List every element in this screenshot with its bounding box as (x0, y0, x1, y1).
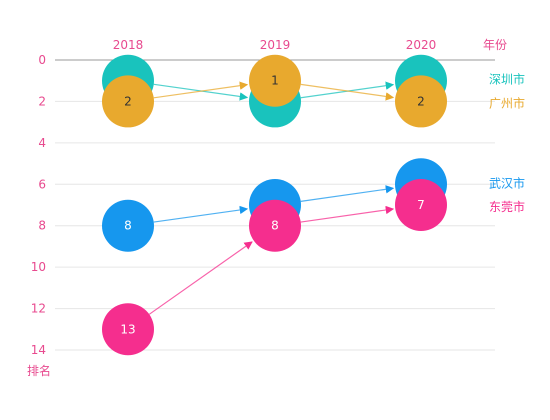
rank-point[interactable] (395, 75, 447, 128)
rank-point[interactable] (395, 179, 447, 231)
rank-point-label: 2 (124, 94, 132, 108)
rank-point-label: 7 (417, 198, 425, 212)
rank-point[interactable] (102, 303, 154, 356)
series-name-label: 深圳市 (489, 72, 525, 87)
series-connector-arrow (153, 205, 249, 223)
y-tick-label: 12 (31, 302, 46, 316)
series-points: 1212128761387 (102, 54, 447, 356)
rank-point-label: 13 (120, 322, 135, 336)
y-tick-label: 14 (31, 343, 46, 357)
series-connector-arrow (300, 83, 395, 101)
x-axis-title: 年份 (483, 38, 507, 52)
series-name-label: 东莞市 (489, 199, 525, 214)
y-tick-label: 2 (38, 94, 46, 108)
rank-point-label: 8 (124, 219, 132, 233)
y-axis-title: 排名 (27, 363, 51, 378)
rank-point-label: 8 (271, 219, 279, 233)
y-tick-label: 4 (38, 136, 46, 150)
series-connector-arrow (300, 205, 395, 223)
series-connector-arrow (300, 185, 395, 202)
series-name-label: 武汉市 (489, 175, 525, 190)
y-axis-ticks: 0 2 4 6 8 10 12 14 (31, 53, 46, 357)
y-tick-label: 10 (31, 260, 46, 274)
rank-point[interactable] (249, 54, 301, 107)
rank-point[interactable] (249, 199, 301, 252)
y-tick-label: 6 (38, 177, 46, 191)
x-tick-label: 2018 (113, 38, 144, 52)
series-connector-arrow (153, 81, 249, 99)
rank-point-label: 2 (417, 94, 425, 108)
x-tick-label: 2020 (406, 38, 437, 52)
series-lines (148, 81, 395, 315)
y-tick-label: 0 (38, 53, 46, 67)
rank-point[interactable] (102, 199, 154, 252)
rank-point[interactable] (102, 75, 154, 128)
x-axis-ticks: 2018 2019 2020 (113, 38, 437, 52)
series-name-label: 广州市 (489, 95, 525, 110)
series-connector-arrow (148, 241, 253, 315)
y-tick-label: 8 (38, 219, 46, 233)
rank-point-label: 1 (271, 74, 279, 88)
x-tick-label: 2019 (260, 38, 291, 52)
